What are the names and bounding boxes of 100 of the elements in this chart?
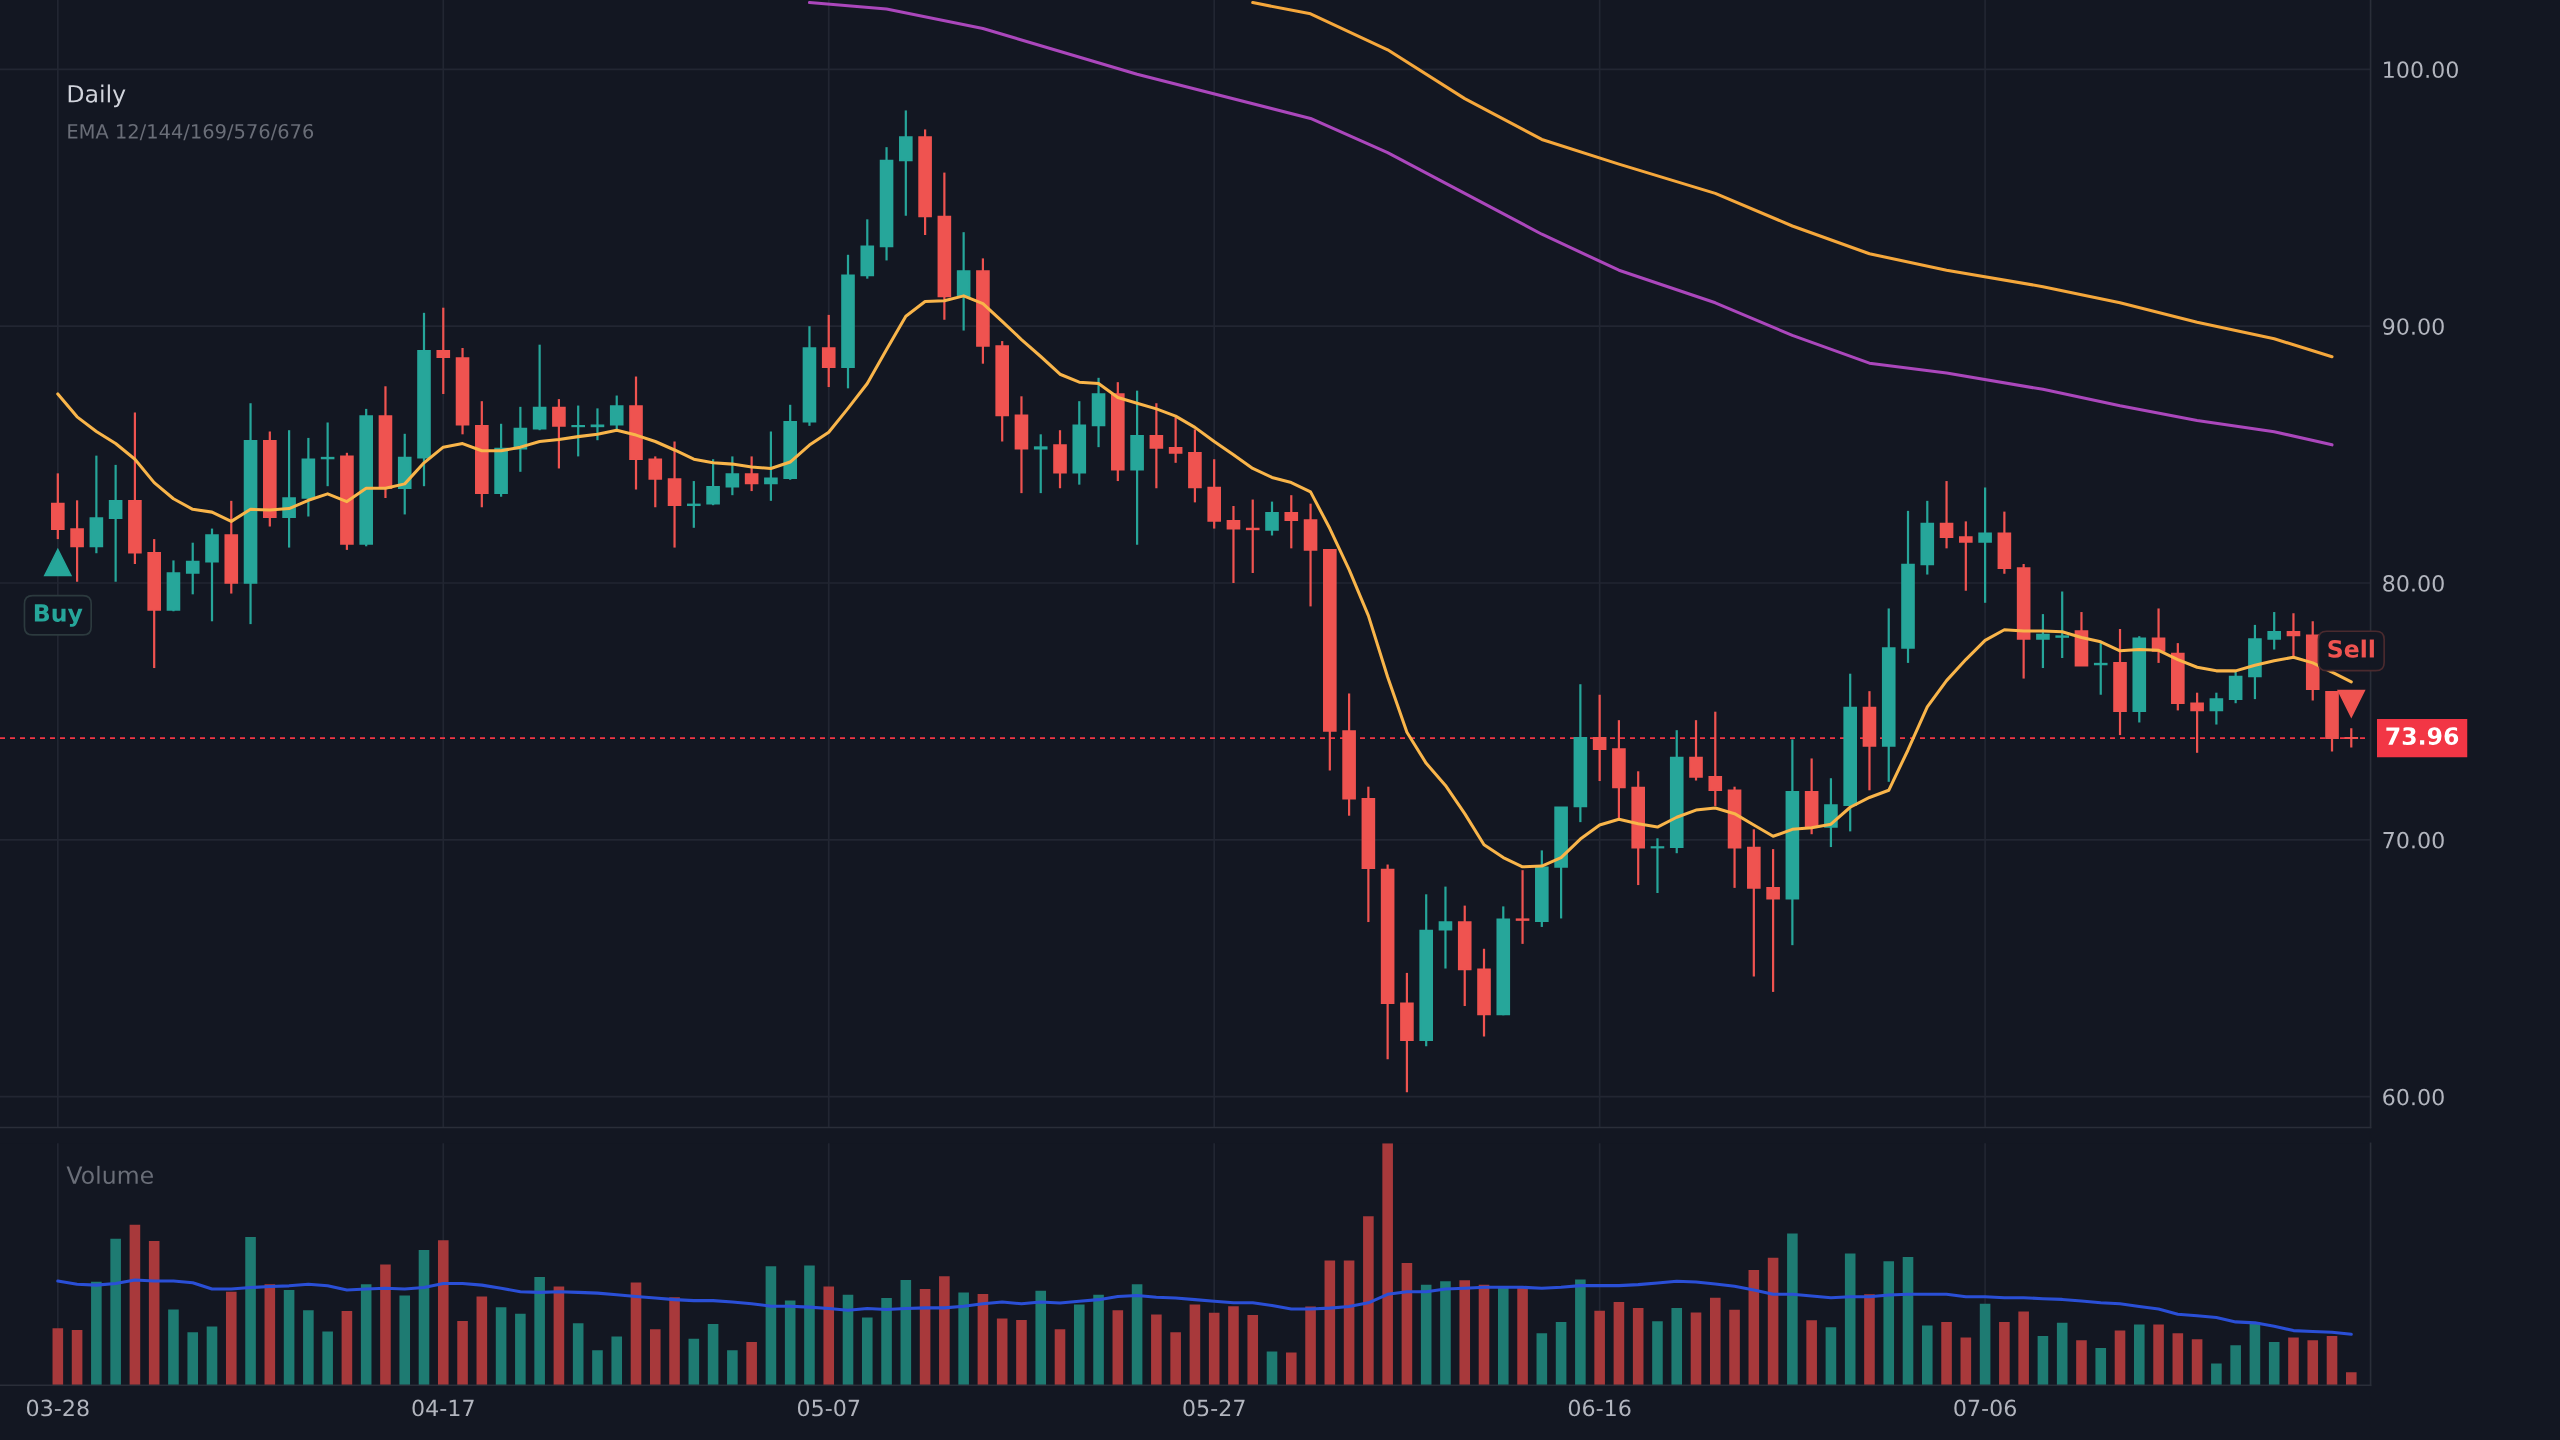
bar bbox=[2076, 1340, 2087, 1386]
x-tick-label: 06-16 bbox=[1568, 1399, 1631, 1417]
bar bbox=[1767, 1257, 1779, 1386]
candlestick bbox=[1959, 520, 1973, 592]
y-tick-label: 70.00 bbox=[2383, 831, 2444, 849]
bar bbox=[746, 1341, 757, 1386]
bar bbox=[1305, 1306, 1316, 1386]
bar bbox=[1266, 1351, 1278, 1386]
ref-line-label: 73.96 bbox=[2386, 727, 2459, 745]
bar bbox=[437, 1240, 449, 1386]
text: EMA 12/144/169/576/676 bbox=[68, 123, 314, 141]
bar bbox=[2114, 1330, 2126, 1386]
bar bbox=[2056, 1322, 2068, 1386]
candlestick bbox=[2267, 610, 2282, 651]
bar bbox=[2211, 1363, 2222, 1386]
candlestick bbox=[70, 499, 84, 583]
bar bbox=[2345, 1372, 2357, 1386]
bar bbox=[553, 1286, 565, 1386]
bar bbox=[283, 1289, 295, 1386]
bar bbox=[1825, 1327, 1837, 1386]
candlestick bbox=[2055, 590, 2070, 660]
bar bbox=[630, 1282, 642, 1386]
bar bbox=[1941, 1321, 1952, 1386]
bar bbox=[1729, 1309, 1740, 1386]
bar bbox=[225, 1291, 237, 1386]
bar bbox=[1517, 1286, 1528, 1386]
bar bbox=[1902, 1257, 1914, 1386]
candlestick bbox=[687, 479, 701, 529]
bar bbox=[1073, 1304, 1085, 1386]
candlestick bbox=[1592, 693, 1607, 783]
bar bbox=[360, 1284, 372, 1386]
bar bbox=[1864, 1294, 1875, 1386]
bar bbox=[1324, 1260, 1336, 1386]
bar bbox=[1382, 1143, 1393, 1386]
candlestick bbox=[706, 458, 720, 507]
candlestick bbox=[725, 455, 740, 497]
bar bbox=[900, 1280, 912, 1386]
candlestick bbox=[1168, 416, 1183, 464]
bar bbox=[1247, 1315, 1259, 1386]
candlestick bbox=[821, 313, 836, 389]
bar bbox=[804, 1265, 815, 1386]
y-tick-label: 90.00 bbox=[2383, 318, 2444, 335]
bar bbox=[418, 1250, 430, 1386]
bar bbox=[1363, 1216, 1374, 1386]
bar bbox=[534, 1276, 545, 1386]
bar bbox=[1016, 1319, 1027, 1386]
bar bbox=[823, 1286, 835, 1386]
bar bbox=[1555, 1321, 1567, 1386]
candlestick bbox=[1978, 486, 1992, 604]
bar bbox=[1652, 1321, 1663, 1386]
bar bbox=[939, 1276, 950, 1386]
bar bbox=[1112, 1310, 1124, 1386]
candlestick bbox=[108, 463, 123, 583]
bar bbox=[1189, 1304, 1201, 1386]
bar bbox=[1844, 1253, 1856, 1386]
bar bbox=[2172, 1333, 2184, 1386]
candlestick bbox=[1650, 837, 1665, 895]
bar bbox=[1690, 1312, 1702, 1386]
bar bbox=[1999, 1321, 2010, 1386]
bar bbox=[245, 1236, 256, 1386]
bar bbox=[1883, 1261, 1895, 1386]
line-series bbox=[1251, 1, 2334, 359]
x-tick-label: 05-07 bbox=[797, 1399, 860, 1417]
candlestick bbox=[1708, 710, 1723, 808]
bar bbox=[2037, 1335, 2049, 1386]
candlestick bbox=[899, 109, 913, 217]
bar bbox=[206, 1326, 218, 1386]
bar bbox=[1748, 1269, 1760, 1386]
bar bbox=[303, 1310, 314, 1386]
text: Daily bbox=[68, 84, 126, 108]
bar bbox=[168, 1309, 179, 1386]
candlestick bbox=[436, 306, 451, 396]
bar bbox=[1594, 1310, 1605, 1386]
x-tick-label: 04-17 bbox=[412, 1399, 474, 1417]
bar bbox=[2230, 1345, 2241, 1386]
bar bbox=[765, 1266, 777, 1386]
candlestick bbox=[764, 430, 778, 502]
candlestick bbox=[2093, 640, 2108, 696]
bar bbox=[515, 1313, 526, 1386]
y-tick-label: 60.00 bbox=[2383, 1088, 2444, 1106]
bar bbox=[919, 1289, 931, 1386]
candlestick bbox=[1689, 719, 1703, 782]
candlestick bbox=[2190, 691, 2204, 754]
bar bbox=[1632, 1308, 1644, 1386]
bar bbox=[1151, 1314, 1162, 1386]
bar bbox=[341, 1311, 353, 1386]
bar bbox=[457, 1320, 468, 1386]
bar bbox=[1208, 1312, 1220, 1386]
bar bbox=[71, 1329, 83, 1386]
bar bbox=[592, 1350, 603, 1386]
candlestick bbox=[1438, 885, 1453, 970]
bar bbox=[476, 1296, 488, 1386]
candlestick bbox=[1515, 869, 1530, 945]
bar bbox=[2133, 1324, 2145, 1386]
bar bbox=[2191, 1339, 2203, 1386]
candlestick bbox=[2286, 612, 2301, 658]
candlestick bbox=[1226, 504, 1241, 585]
candlestick bbox=[744, 455, 759, 493]
bar bbox=[669, 1297, 680, 1386]
bar bbox=[958, 1292, 969, 1386]
